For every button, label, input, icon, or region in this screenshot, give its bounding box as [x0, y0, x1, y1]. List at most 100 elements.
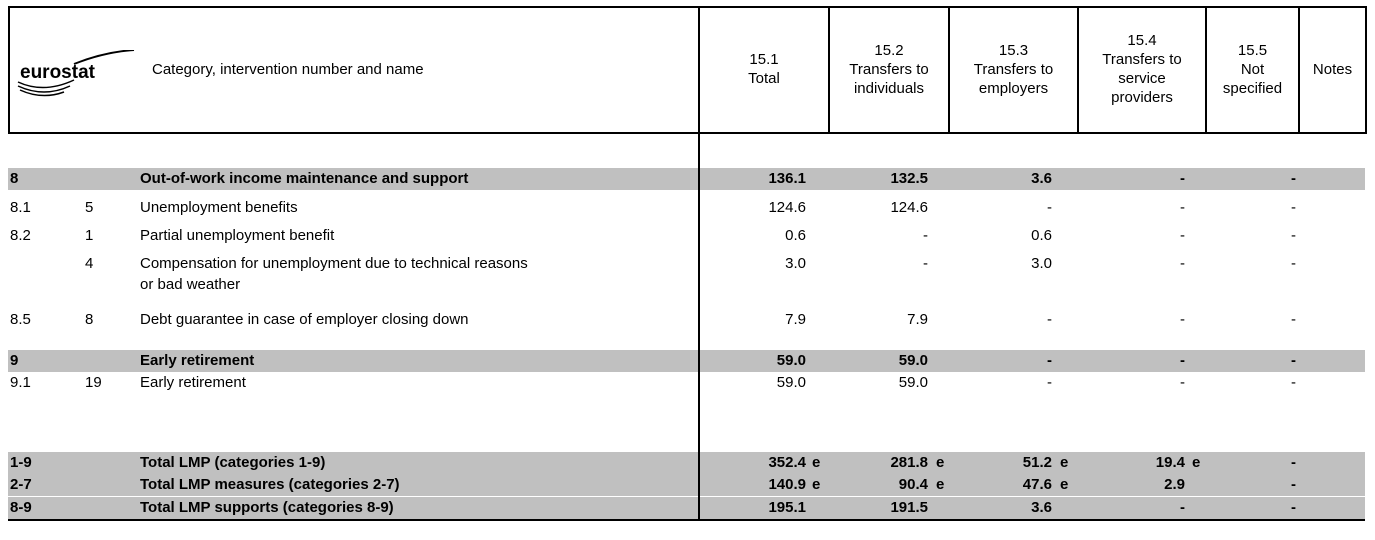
- cell-value: 191.5: [890, 499, 928, 516]
- row-code: 8-9: [10, 499, 32, 516]
- row-number: 19: [85, 374, 102, 391]
- column-header-line: Not: [1240, 60, 1265, 78]
- cell-value: -: [1291, 255, 1296, 272]
- row-code: 8: [10, 170, 19, 187]
- row-name: Total LMP supports (categories 8-9): [140, 499, 394, 516]
- cell-value: -: [1291, 170, 1296, 187]
- cell-value: 19.4: [1155, 454, 1185, 471]
- column-header-line: Total: [748, 70, 780, 87]
- column-line: [1205, 6, 1207, 132]
- cell-flag: e: [936, 454, 945, 471]
- row-code: 8.2: [10, 227, 31, 244]
- column-header-line: Transfers to: [1102, 51, 1182, 68]
- cell-value: -: [1047, 352, 1052, 369]
- column-header-line: 15.3: [998, 41, 1029, 59]
- column-header: Notes: [1300, 8, 1365, 130]
- header-title: Category, intervention number and name: [152, 61, 424, 78]
- cell-value: 59.0: [776, 352, 806, 369]
- column-header: 15.2 Transfers to individuals: [830, 8, 948, 130]
- highlight-row: [8, 168, 1365, 190]
- cell-value: -: [1180, 255, 1185, 272]
- column-header: 15.5 Not specified: [1207, 8, 1298, 130]
- bottom-line: [8, 519, 1365, 521]
- cell-value: 51.2: [1022, 454, 1052, 471]
- column-header-line: providers: [1111, 89, 1173, 106]
- cell-value: 281.8: [890, 454, 928, 471]
- row-code: 9: [10, 352, 19, 369]
- column-header: 15.4 Transfers to service providers: [1079, 8, 1205, 130]
- cell-value: 90.4: [898, 476, 928, 493]
- row-code: 9.1: [10, 374, 31, 391]
- row-name: Early retirement: [140, 374, 246, 391]
- cell-value: -: [1047, 311, 1052, 328]
- cell-value: -: [1180, 227, 1185, 244]
- row-name: Debt guarantee in case of employer closi…: [140, 311, 469, 328]
- cell-flag: e: [812, 454, 821, 471]
- cell-value: 3.0: [1031, 255, 1052, 272]
- column-header-line: 15.1: [749, 51, 779, 68]
- cell-value: 124.6: [768, 199, 806, 216]
- cell-value: -: [1180, 374, 1185, 391]
- row-number: 4: [85, 255, 94, 272]
- cell-value: 0.6: [785, 227, 806, 244]
- cell-value: 7.9: [907, 311, 928, 328]
- cell-value: 3.0: [785, 255, 806, 272]
- row-code: 1-9: [10, 454, 32, 471]
- highlight-row: [8, 497, 1365, 519]
- column-header-line: 15.2: [874, 41, 904, 59]
- cell-value: -: [1180, 170, 1185, 187]
- cell-flag: e: [812, 476, 821, 493]
- cell-flag: e: [1060, 476, 1069, 493]
- column-line: [698, 6, 700, 132]
- row-number: 5: [85, 199, 94, 216]
- cell-flag: e: [936, 476, 945, 493]
- cell-value: -: [1291, 476, 1296, 493]
- cell-value: 195.1: [768, 499, 806, 516]
- row-code: 8.1: [10, 199, 31, 216]
- column-line: [828, 6, 830, 132]
- cell-value: -: [1180, 199, 1185, 216]
- cell-value: -: [1180, 352, 1185, 369]
- row-name: Partial unemployment benefit: [140, 227, 335, 244]
- row-number: 1: [85, 227, 94, 244]
- cell-value: -: [923, 255, 928, 272]
- header-box: [8, 6, 1367, 134]
- cell-value: -: [1180, 311, 1185, 328]
- cell-value: -: [1291, 199, 1296, 216]
- cell-value: -: [1180, 499, 1185, 516]
- cell-value: -: [1291, 454, 1296, 471]
- logo: eurostat: [17, 50, 135, 97]
- row-number: 8: [85, 311, 94, 328]
- divider-line: [698, 132, 700, 520]
- cell-value: -: [1291, 227, 1296, 244]
- cell-value: 59.0: [776, 374, 806, 391]
- column-header-line: service: [1118, 70, 1166, 87]
- column-line: [1298, 6, 1300, 132]
- cell-value: 59.0: [898, 352, 928, 369]
- cell-value: -: [1291, 311, 1296, 328]
- cell-flag: e: [1060, 454, 1069, 471]
- column-header: 15.3 Transfers to employers: [950, 8, 1077, 130]
- column-line: [1077, 6, 1079, 132]
- row-name: Unemployment benefits: [140, 199, 298, 216]
- column-line: [948, 6, 950, 132]
- row-name: Total LMP (categories 1-9): [140, 454, 326, 471]
- row-code: 8.5: [10, 311, 31, 328]
- cell-value: 132.5: [890, 170, 928, 187]
- cell-value: 352.4: [768, 454, 806, 471]
- column-header-line: 15.4: [1127, 32, 1157, 49]
- column-header-line: Transfers to: [973, 60, 1054, 78]
- cell-value: -: [923, 227, 928, 244]
- cell-value: -: [1291, 374, 1296, 391]
- highlight-row: [8, 452, 1365, 474]
- cell-value: 140.9: [768, 476, 806, 493]
- highlight-row: [8, 474, 1365, 496]
- cell-value: 7.9: [785, 311, 806, 328]
- row-name: or bad weather: [140, 276, 241, 293]
- cell-value: 124.6: [890, 199, 928, 216]
- cell-value: 0.6: [1031, 227, 1052, 244]
- column-header-line: employers: [978, 79, 1049, 97]
- cell-value: -: [1047, 199, 1052, 216]
- column-header-line: Transfers to: [849, 60, 929, 78]
